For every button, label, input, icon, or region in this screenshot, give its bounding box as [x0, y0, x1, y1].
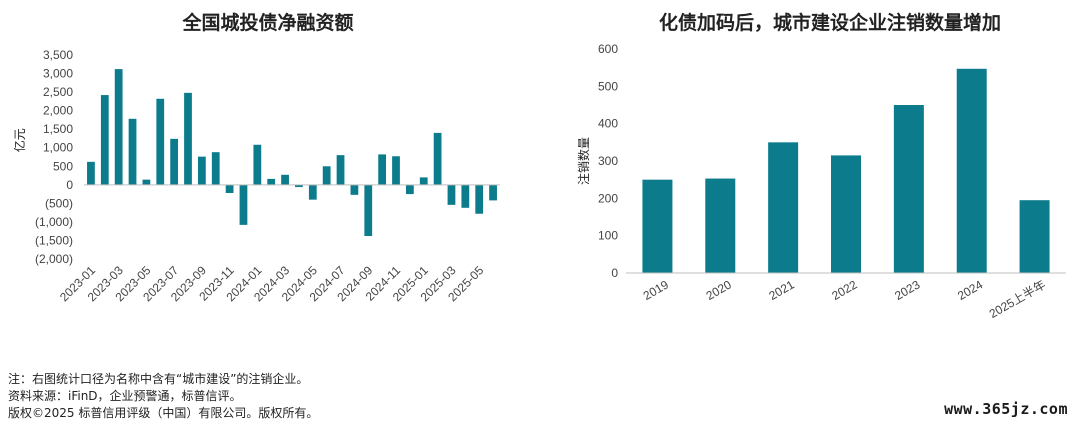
footnote-scope: 注：右图统计口径为名称中含有“城市建设”的注销企业。	[8, 372, 309, 386]
bar	[956, 68, 987, 273]
y-tick-label: 600	[598, 42, 618, 56]
y-tick-label: 500	[53, 159, 73, 173]
footnotes: 注：右图统计口径为名称中含有“城市建设”的注销企业。 资料来源：iFinD，企业…	[8, 371, 318, 422]
y-tick-label: 3,000	[43, 67, 73, 81]
y-tick-label: (2,000)	[35, 252, 73, 266]
right-chart-svg: 600 500 400 300 200 100 0 注销数量 2019 2020 2021 2022 2…	[576, 42, 1066, 321]
bar	[350, 184, 359, 195]
bar	[405, 184, 414, 195]
bar	[378, 154, 387, 185]
bar	[197, 156, 206, 185]
x-tick-label: 2021	[767, 277, 797, 303]
x-tick-label: 2020	[704, 277, 734, 303]
bar	[893, 105, 924, 273]
bar	[461, 184, 470, 208]
bar	[225, 184, 234, 193]
y-tick-label: 200	[598, 191, 618, 205]
bar	[184, 92, 192, 185]
y-axis-label: 亿元	[12, 128, 27, 152]
watermark: www.365jz.com	[944, 400, 1068, 418]
left-chart-title: 全国城投债净融资额	[182, 12, 354, 34]
bar	[489, 184, 497, 201]
y-tick-label: 1,000	[43, 141, 73, 155]
y-tick-label: 300	[598, 154, 618, 168]
bar	[87, 161, 95, 185]
y-axis-label: 注销数量	[576, 137, 591, 185]
left-chart-svg: 3,500 3,000 2,500 2,000 1,500 1,000 500 0 (500) (…	[12, 48, 500, 304]
x-tick-label: 2024	[955, 277, 985, 303]
x-tick-label: 2023	[892, 277, 922, 303]
bar	[211, 152, 220, 185]
bar	[322, 166, 331, 185]
bar	[281, 174, 289, 185]
x-tick-label: 2019	[641, 277, 671, 303]
y-tick-label: (1,500)	[35, 233, 73, 247]
bar	[1019, 200, 1050, 273]
footnote-copyright: 版权©2025 标普信用评级（中国）有限公司。版权所有。	[8, 406, 319, 420]
bar	[253, 144, 262, 185]
y-tick-label: 3,500	[43, 48, 73, 62]
y-tick-label: 0	[611, 266, 618, 280]
y-tick-label: 400	[598, 117, 618, 131]
right-chart: 化债加码后，城市建设企业注销数量增加 600 500 400 300 200 100 0 注销…	[560, 0, 1080, 360]
y-tick-label: 2,000	[43, 104, 73, 118]
left-chart: 全国城投债净融资额 3,500 3,000 2,500 2,000 1,500 1,000…	[0, 0, 520, 360]
bar	[419, 177, 428, 185]
bar	[156, 98, 165, 185]
bar	[267, 178, 276, 185]
y-tick-label: 0	[66, 178, 73, 192]
y-tick-label: 1,500	[43, 122, 73, 136]
bar	[142, 179, 151, 185]
bar	[128, 118, 137, 185]
y-tick-label: 500	[598, 79, 618, 93]
bar	[336, 155, 345, 185]
bar	[170, 138, 179, 185]
x-tick-label: 2025上半年	[987, 277, 1048, 320]
bar	[295, 184, 303, 188]
bar	[433, 132, 442, 185]
bar	[114, 69, 123, 185]
y-tick-label: (1,000)	[35, 215, 73, 229]
right-chart-title: 化债加码后，城市建设企业注销数量增加	[658, 12, 1002, 34]
y-tick-label: 100	[598, 229, 618, 243]
bar	[705, 178, 736, 273]
bar	[642, 179, 673, 273]
bar	[239, 184, 248, 225]
bar	[100, 95, 109, 185]
bar	[447, 184, 456, 205]
bar	[364, 184, 373, 237]
bar	[831, 155, 861, 273]
bar	[475, 184, 484, 214]
bar	[308, 184, 317, 200]
y-tick-label: 2,500	[43, 85, 73, 99]
footnote-source: 资料来源：iFinD，企业预警通，标普信评。	[8, 389, 242, 403]
x-tick-label: 2022	[829, 277, 859, 303]
y-tick-label: (500)	[45, 196, 73, 210]
bar	[768, 142, 799, 273]
bar	[392, 156, 400, 185]
